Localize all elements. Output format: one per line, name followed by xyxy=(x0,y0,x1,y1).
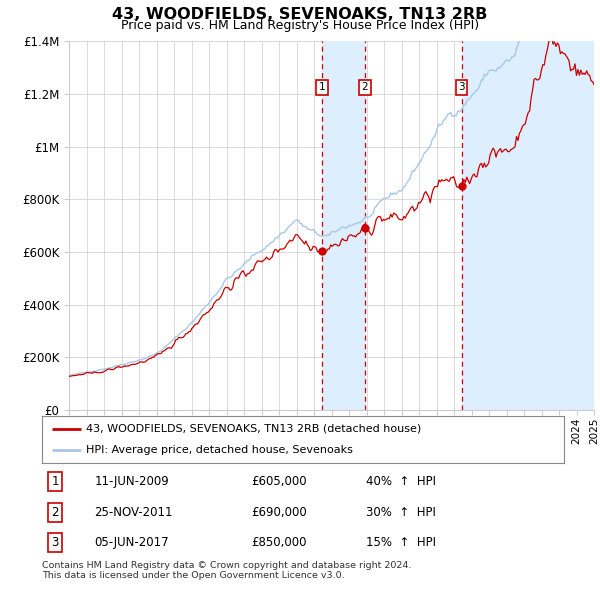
Text: 43, WOODFIELDS, SEVENOAKS, TN13 2RB (detached house): 43, WOODFIELDS, SEVENOAKS, TN13 2RB (det… xyxy=(86,424,422,434)
Text: 2: 2 xyxy=(52,506,59,519)
Text: 1: 1 xyxy=(319,83,325,93)
Text: £690,000: £690,000 xyxy=(251,506,307,519)
Bar xyxy=(461,41,594,410)
Text: 2: 2 xyxy=(361,83,368,93)
Text: Contains HM Land Registry data © Crown copyright and database right 2024.
This d: Contains HM Land Registry data © Crown c… xyxy=(42,561,412,581)
Text: £605,000: £605,000 xyxy=(251,475,307,488)
Text: 43, WOODFIELDS, SEVENOAKS, TN13 2RB: 43, WOODFIELDS, SEVENOAKS, TN13 2RB xyxy=(112,7,488,22)
Bar xyxy=(322,41,365,410)
Text: 05-JUN-2017: 05-JUN-2017 xyxy=(94,536,169,549)
Text: HPI: Average price, detached house, Sevenoaks: HPI: Average price, detached house, Seve… xyxy=(86,445,353,455)
Text: 3: 3 xyxy=(52,536,59,549)
Text: Price paid vs. HM Land Registry's House Price Index (HPI): Price paid vs. HM Land Registry's House … xyxy=(121,19,479,32)
Text: 11-JUN-2009: 11-JUN-2009 xyxy=(94,475,169,488)
Text: 40%  ↑  HPI: 40% ↑ HPI xyxy=(365,475,436,488)
Text: 1: 1 xyxy=(52,475,59,488)
Text: 30%  ↑  HPI: 30% ↑ HPI xyxy=(365,506,436,519)
Text: £850,000: £850,000 xyxy=(251,536,307,549)
Text: 3: 3 xyxy=(458,83,465,93)
Text: 25-NOV-2011: 25-NOV-2011 xyxy=(94,506,173,519)
Text: 15%  ↑  HPI: 15% ↑ HPI xyxy=(365,536,436,549)
